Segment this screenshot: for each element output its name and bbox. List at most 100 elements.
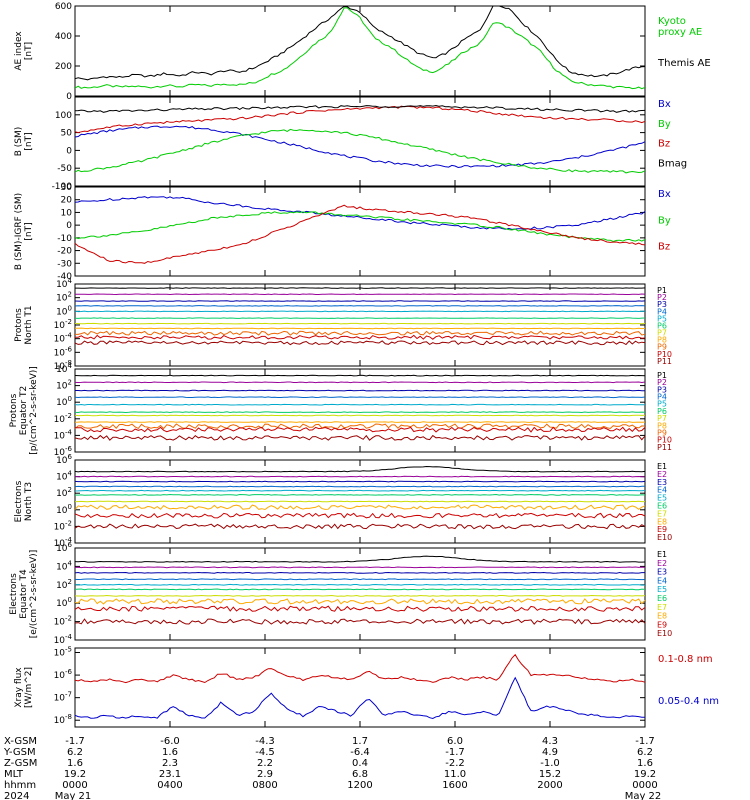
- legend-e6: E6: [657, 502, 667, 511]
- y-axis-label: North T1: [24, 305, 34, 344]
- date-end: May 22: [625, 791, 662, 800]
- legend-label: Kyoto: [658, 16, 686, 27]
- legend-e8: E8: [657, 517, 667, 526]
- ephemeris-value: 2000: [537, 780, 562, 791]
- series-line: [74, 211, 646, 243]
- y-axis-label: [W/m^2]: [24, 667, 34, 708]
- series-line: [74, 598, 646, 605]
- series-line: [74, 414, 646, 417]
- ephemeris-value: 6.2: [637, 747, 653, 758]
- series-line: [74, 196, 646, 231]
- series-line: [74, 7, 646, 90]
- legend-label: By: [658, 119, 671, 130]
- panel-3: B (SM)-IGRF (SM) [nT]: [14, 186, 646, 277]
- series-line: [74, 555, 646, 563]
- legend-e10: E10: [657, 629, 672, 638]
- series-line: [75, 287, 646, 289]
- series-line: [75, 500, 645, 503]
- legend-label: 0.05-0.4 nm: [658, 696, 719, 707]
- y-tick-label: 102: [56, 291, 72, 304]
- ephemeris-value: -6.0: [160, 736, 180, 747]
- series-line: [74, 578, 646, 581]
- panel-frame: [74, 368, 646, 453]
- y-axis-label: [nT]: [24, 42, 34, 60]
- series-line: [74, 105, 646, 134]
- legend-p6: P6: [657, 407, 667, 416]
- date-start: May 21: [55, 791, 92, 800]
- y-tick-label: 102: [56, 578, 72, 591]
- y-tick-label: 104: [56, 559, 72, 572]
- series-line: [74, 571, 645, 574]
- ephemeris-row-label: Z-GSM: [4, 758, 37, 769]
- y-tick-label: 0: [66, 146, 72, 156]
- y-tick-label: 400: [55, 32, 72, 42]
- legend-e9: E9: [657, 525, 667, 534]
- y-axis-label: [nT]: [24, 132, 34, 150]
- legend-label: Bz: [658, 139, 670, 150]
- series-line: [74, 566, 646, 569]
- series-line: [74, 411, 646, 414]
- series-line: [74, 5, 646, 81]
- y-axis-label: B (SM): [14, 127, 24, 157]
- ephemeris-value: 1.6: [67, 758, 83, 769]
- series-line: [74, 305, 646, 307]
- legend-p3: P3: [657, 300, 667, 309]
- y-tick-label: -20: [57, 247, 72, 257]
- y-tick-label: 10-6: [54, 345, 73, 358]
- legend-e1: E1: [657, 550, 667, 559]
- legend-e7: E7: [657, 603, 667, 612]
- y-tick-label: 106: [56, 453, 72, 466]
- panel-frame: [74, 283, 646, 367]
- series-line: [74, 423, 646, 430]
- ephemeris-value: 6.2: [67, 747, 83, 758]
- legend-e2: E2: [657, 470, 667, 479]
- y-tick-label: 200: [55, 62, 72, 72]
- legend-label: Bx: [658, 189, 671, 200]
- series-line: [75, 389, 646, 392]
- ephemeris-value: -1.7: [445, 747, 465, 758]
- y-tick-label: 104: [56, 362, 72, 375]
- y-tick-label: 10-6: [54, 668, 73, 681]
- ephemeris-value: 0000: [62, 780, 87, 791]
- panel-1: AE index [nT]: [14, 5, 646, 97]
- series-line: [74, 125, 646, 169]
- legend-e10: E10: [657, 533, 672, 542]
- series-line: [74, 489, 646, 492]
- ephemeris-value: 19.2: [64, 769, 86, 780]
- y-tick-label: -10: [57, 234, 72, 244]
- legend-label: By: [658, 215, 671, 226]
- series-line: [74, 340, 646, 346]
- ephemeris-value: 0.4: [352, 758, 368, 769]
- y-tick-label: -30: [57, 259, 72, 269]
- legend-p11: P11: [657, 357, 672, 366]
- legend-p7: P7: [657, 329, 667, 338]
- ephemeris-value: 1.6: [637, 758, 653, 769]
- y-tick-label: 10-8: [54, 359, 72, 372]
- panel-6: Electrons North T3: [14, 459, 646, 544]
- series-line: [74, 322, 646, 325]
- legend-label: Bx: [658, 99, 671, 110]
- series-line: [74, 374, 646, 377]
- y-axis-label: Xray flux: [14, 667, 24, 708]
- legend-e2: E2: [657, 559, 667, 568]
- y-tick-label: 10-4: [54, 332, 73, 345]
- series-line: [74, 653, 646, 684]
- y-tick-label: 102: [56, 486, 72, 499]
- series-line: [74, 434, 646, 441]
- ephemeris-value: -4.5: [255, 747, 275, 758]
- legend-p2: P2: [657, 378, 667, 387]
- panel-frame: [74, 186, 646, 277]
- ephemeris-value: 6.8: [352, 769, 368, 780]
- ephemeris-value: -4.3: [255, 736, 275, 747]
- series-line: [74, 676, 646, 720]
- ephemeris-value: 0400: [157, 780, 182, 791]
- ephemeris-value: 4.3: [542, 736, 558, 747]
- series-line: [74, 310, 646, 313]
- series-line: [75, 426, 646, 433]
- series-line: [74, 605, 646, 612]
- series-line: [74, 128, 646, 174]
- legend-e6: E6: [657, 594, 667, 603]
- ephemeris-value: -1.7: [65, 736, 85, 747]
- y-axis-label: Equator T2: [19, 386, 29, 435]
- legend-e5: E5: [657, 585, 667, 594]
